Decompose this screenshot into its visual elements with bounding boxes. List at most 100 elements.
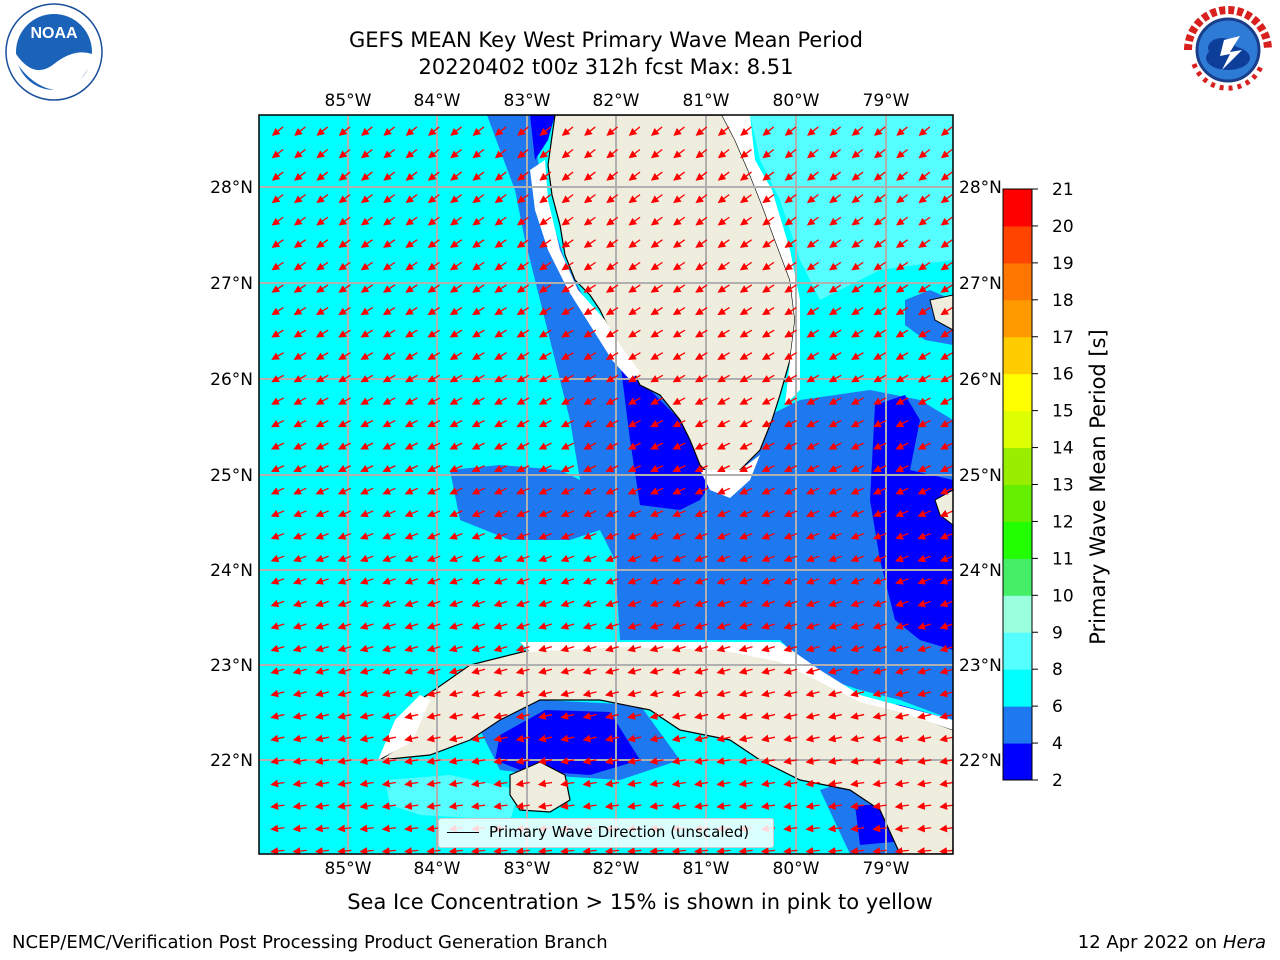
- colorbar: 2 4 6 8 9 10 11 12 13 14 15 16 17 18 19 20 21: [1002, 180, 1074, 791]
- colorbar-tick-label: 19: [1052, 254, 1074, 274]
- lat-label-right: 22°N: [959, 751, 1002, 771]
- wave-arrow: [717, 442, 731, 450]
- lat-label-right: 27°N: [959, 274, 1002, 294]
- wave-arrow: [829, 261, 842, 271]
- wave-arrow: [627, 734, 642, 743]
- wave-arrow: [426, 734, 441, 743]
- wave-arrow: [271, 307, 284, 316]
- wave-arrow: [494, 284, 507, 293]
- wave-arrow: [293, 374, 307, 383]
- wave-arrow: [338, 216, 351, 226]
- wave-arrow: [805, 779, 820, 788]
- wave-arrow: [716, 667, 731, 675]
- wave-arrow: [694, 622, 709, 630]
- wave-arrow: [493, 532, 508, 540]
- wave-arrow: [448, 622, 463, 630]
- coast-mask-cuba-west: [378, 695, 430, 760]
- wave-arrow: [493, 689, 508, 698]
- wave-arrow: [628, 239, 641, 248]
- wave-arrow: [627, 374, 641, 383]
- wave-arrow: [583, 284, 597, 293]
- wave-arrow: [939, 622, 953, 630]
- wave-arrow: [783, 464, 798, 473]
- wave-arrow: [717, 239, 730, 248]
- wave-arrow: [427, 352, 441, 360]
- wave-arrow: [627, 464, 641, 473]
- wave-arrow: [894, 847, 909, 854]
- wave-arrow: [739, 329, 753, 338]
- colorbar-tick-label: 15: [1052, 402, 1074, 422]
- wave-arrow: [560, 779, 575, 788]
- wave-arrow: [673, 194, 686, 204]
- wave-arrow: [316, 148, 329, 159]
- wave-arrow: [873, 148, 886, 159]
- wave-arrow: [315, 667, 330, 675]
- wave-arrow: [383, 216, 396, 226]
- wave-arrow: [516, 532, 530, 540]
- wave-arrow: [939, 734, 953, 743]
- wave-arrow: [628, 284, 641, 293]
- wave-arrow: [538, 397, 552, 405]
- wave-arrow: [650, 284, 663, 293]
- wave-arrow: [739, 261, 753, 271]
- wave-arrow: [918, 126, 931, 136]
- wave-arrow: [628, 329, 641, 338]
- wave-arrow: [360, 239, 373, 248]
- wave-arrow: [292, 847, 307, 854]
- wave-arrow: [672, 329, 686, 338]
- wave-arrow: [360, 352, 374, 360]
- wave-arrow: [582, 532, 597, 540]
- wave-arrow: [917, 419, 931, 428]
- wave-arrow: [515, 689, 530, 698]
- wave-arrow: [828, 554, 842, 563]
- wave-arrow: [404, 487, 418, 495]
- wave-arrow: [784, 261, 797, 271]
- wave-arrow: [337, 487, 352, 495]
- wave-arrow: [382, 599, 396, 608]
- wave-arrow: [426, 802, 441, 810]
- wave-arrow: [404, 419, 418, 428]
- wave-arrow: [471, 419, 485, 428]
- wave-arrow: [895, 284, 909, 293]
- wave-arrow: [359, 779, 374, 788]
- wave-arrow: [650, 216, 663, 226]
- wave-arrow: [426, 847, 441, 854]
- wave-arrow: [271, 171, 284, 181]
- wave-arrow: [760, 847, 776, 854]
- wave-arrow: [538, 622, 552, 630]
- wave-arrow: [896, 148, 908, 159]
- wave-arrow: [851, 216, 864, 226]
- wave-arrow: [738, 757, 753, 765]
- wave-arrow: [604, 689, 619, 698]
- lon-label-top: 85°W: [325, 91, 372, 111]
- wave-arrow: [873, 171, 886, 181]
- wave-arrow: [850, 419, 864, 428]
- wave-arrow: [828, 397, 842, 405]
- wave-arrow: [449, 307, 463, 316]
- wave-arrow: [494, 329, 507, 338]
- lon-label-top: 81°W: [683, 91, 730, 111]
- colorbar-segment: [1003, 262, 1032, 301]
- colorbar-tick-label: 9: [1052, 623, 1063, 643]
- wave-arrow: [850, 847, 865, 854]
- wave-arrow: [784, 239, 797, 248]
- wave-arrow: [471, 667, 486, 675]
- wave-arrow: [405, 261, 418, 271]
- wave-arrow: [516, 487, 530, 495]
- wave-arrow: [895, 509, 909, 518]
- wave-arrow: [671, 622, 686, 630]
- wave-arrow: [806, 397, 820, 405]
- wave-arrow: [762, 126, 775, 136]
- wave-arrow: [315, 554, 329, 563]
- lat-label-left: 27°N: [210, 274, 253, 294]
- wave-arrow: [560, 802, 575, 810]
- wave-arrow: [649, 667, 664, 675]
- wave-arrow: [895, 419, 909, 428]
- wave-arrow: [738, 577, 753, 585]
- wave-arrow: [761, 352, 775, 360]
- wave-arrow: [672, 397, 686, 405]
- wave-arrow: [316, 261, 329, 271]
- wave-arrow: [649, 734, 664, 743]
- wave-arrow: [516, 261, 530, 271]
- wave-arrow: [829, 171, 842, 181]
